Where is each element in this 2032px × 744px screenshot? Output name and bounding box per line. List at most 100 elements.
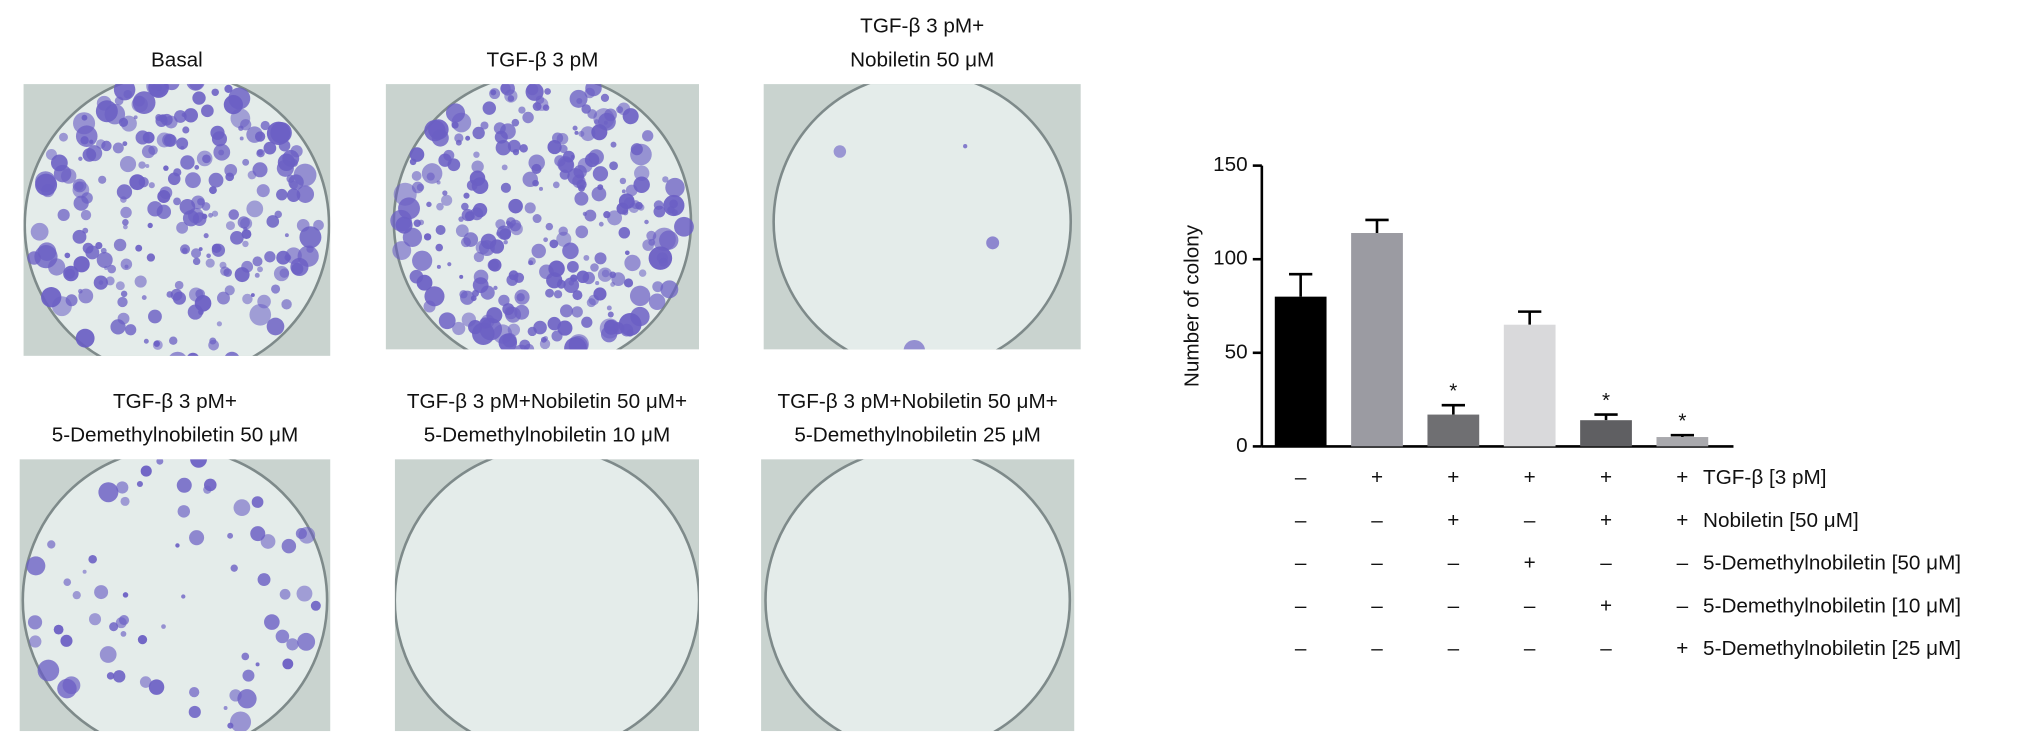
colony [189,530,205,546]
colony [598,221,604,227]
dish [772,84,1072,350]
colony [99,646,117,663]
condition-sign: – [1295,552,1307,575]
colony [603,211,611,219]
colony [85,245,100,260]
colony [211,243,222,254]
photo [390,84,694,371]
colony [538,186,544,191]
colony [146,253,156,262]
colony [600,326,618,343]
colony [81,192,93,204]
colony [571,306,583,318]
colony [574,130,579,135]
colony [558,350,579,371]
colony [443,149,455,161]
photo [21,459,329,732]
colony [542,104,550,111]
colony [175,543,180,548]
colony [189,686,200,698]
colony [532,214,542,224]
colony [169,336,178,345]
colony [223,268,232,277]
colony [630,306,650,327]
bar [1427,414,1480,447]
colony [642,239,654,251]
colony [526,84,539,96]
colony [455,224,469,238]
colony [618,193,635,210]
colony [250,526,266,542]
colony [454,133,464,143]
colony [65,294,78,307]
colony [63,265,79,282]
colony [57,208,70,222]
colony [472,277,489,294]
colony [528,260,534,266]
condition-name: 5-Demethylnobiletin [25 μM] [1703,637,1961,660]
colony [475,240,490,255]
colony [219,261,227,269]
colony [238,125,244,131]
colony [257,294,271,309]
colony [297,245,319,267]
colony [208,172,224,188]
colony [239,136,244,141]
colony [255,662,260,667]
colony [229,689,242,702]
condition-name: TGF-β [3 pM] [1703,466,1826,489]
colony [96,139,106,149]
colony [164,84,180,91]
colony [595,281,600,286]
colony [95,242,103,250]
colony [250,293,255,297]
colony [411,181,424,194]
colony [486,307,503,324]
colony [288,174,304,190]
colony [59,132,68,142]
colony [230,711,252,732]
colony [629,285,651,306]
colony [135,244,143,252]
colony [136,480,143,488]
colony [455,139,462,146]
condition-sign: + [1524,466,1536,489]
colony [78,288,94,304]
colony [27,615,43,630]
colony [607,210,623,226]
y-tick-label: 50 [1225,340,1248,363]
colony [147,201,163,217]
colony [588,294,600,306]
colony [559,304,573,318]
colony [153,340,160,347]
colony [275,629,290,644]
photo-content [394,459,699,732]
colony [441,194,453,206]
colony [648,293,666,310]
colony [480,121,489,130]
colony [41,287,62,308]
colony [610,281,616,287]
colony [115,281,125,291]
dish [21,459,329,732]
colony [155,114,168,128]
colony [557,320,573,336]
colony [656,252,668,264]
colony [580,126,596,142]
colony [411,171,422,181]
colony [209,186,217,195]
colony [264,251,276,263]
colony [192,91,206,105]
colony [195,289,205,299]
colony [274,210,282,219]
colony [463,192,470,199]
colony [674,216,694,237]
condition-sign: – [1371,509,1383,532]
panel-label: Nobiletin 50 μM [850,48,994,71]
colony [472,202,488,218]
colony [652,227,676,251]
colony [531,243,546,259]
colony [282,658,294,670]
colony [228,209,240,220]
